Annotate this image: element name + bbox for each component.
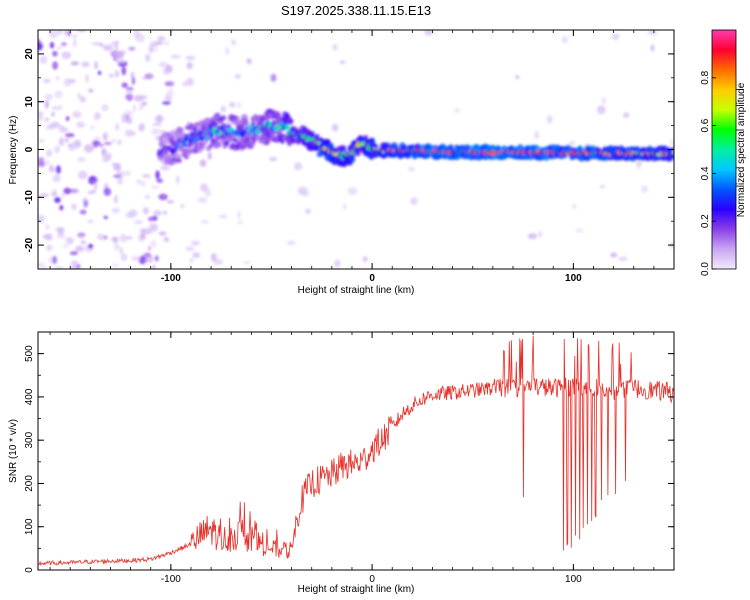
colorbar-tick-label: 0.0 [700, 262, 711, 276]
y-tick-label: 0 [24, 146, 35, 152]
y-tick-label: 20 [24, 48, 35, 60]
y-tick-label: 300 [24, 431, 35, 448]
x-tick-label: 0 [369, 273, 375, 284]
y-tick-label: 200 [24, 475, 35, 492]
snr-trace [38, 335, 674, 567]
snr-x-ticks: -100 0 100 [49, 332, 675, 585]
spectrogram-ridge [157, 73, 674, 168]
snr-y-ticks: 0 100 200 300 400 500 [24, 331, 674, 573]
colorbar-label: Normalized spectral amplitude [736, 82, 747, 217]
colorbar-tick-label: 0.4 [700, 166, 711, 180]
spectrogram-image [38, 30, 674, 269]
spectrogram-noise [38, 30, 674, 269]
snr-x-label: Height of straight line (km) [298, 584, 415, 595]
spectrogram-y-ticks: -20 -10 0 10 20 [24, 29, 674, 270]
colorbar-tick-label: 0.2 [700, 214, 711, 228]
snr-y-label: SNR (10 * v/v) [8, 419, 19, 483]
colorbar-ticks: 0.0 0.2 0.4 0.6 0.8 [700, 70, 716, 276]
x-tick-label: 100 [565, 574, 582, 585]
y-tick-label: 0 [24, 567, 35, 573]
y-tick-label: -10 [24, 190, 35, 205]
y-tick-label: 100 [24, 518, 35, 535]
x-tick-label: 100 [565, 273, 582, 284]
y-tick-label: 400 [24, 388, 35, 405]
spectrogram-x-label: Height of straight line (km) [298, 285, 415, 296]
spectrogram-x-ticks: -100 0 100 [49, 30, 675, 284]
snr-frame [37, 331, 675, 571]
x-tick-label: -100 [161, 574, 181, 585]
figure-title: S197.2025.338.11.15.E13 [281, 3, 431, 18]
colorbar-tick-label: 0.8 [700, 70, 711, 84]
colorbar-gradient [711, 29, 737, 270]
y-tick-label: 500 [24, 345, 35, 362]
colorbar-tick-label: 0.6 [700, 118, 711, 132]
x-tick-label: -100 [161, 273, 181, 284]
snr-panel: -100 0 100 0 100 200 300 400 500 Height of stra… [8, 331, 675, 595]
x-tick-label: 0 [369, 574, 375, 585]
colorbar: 0.0 0.2 0.4 0.6 0.8 Normalized spectral ampl… [700, 29, 747, 276]
y-tick-label: 10 [24, 96, 35, 108]
spectrogram-y-label: Frequency (Hz) [8, 116, 19, 185]
y-tick-label: -20 [24, 237, 35, 252]
